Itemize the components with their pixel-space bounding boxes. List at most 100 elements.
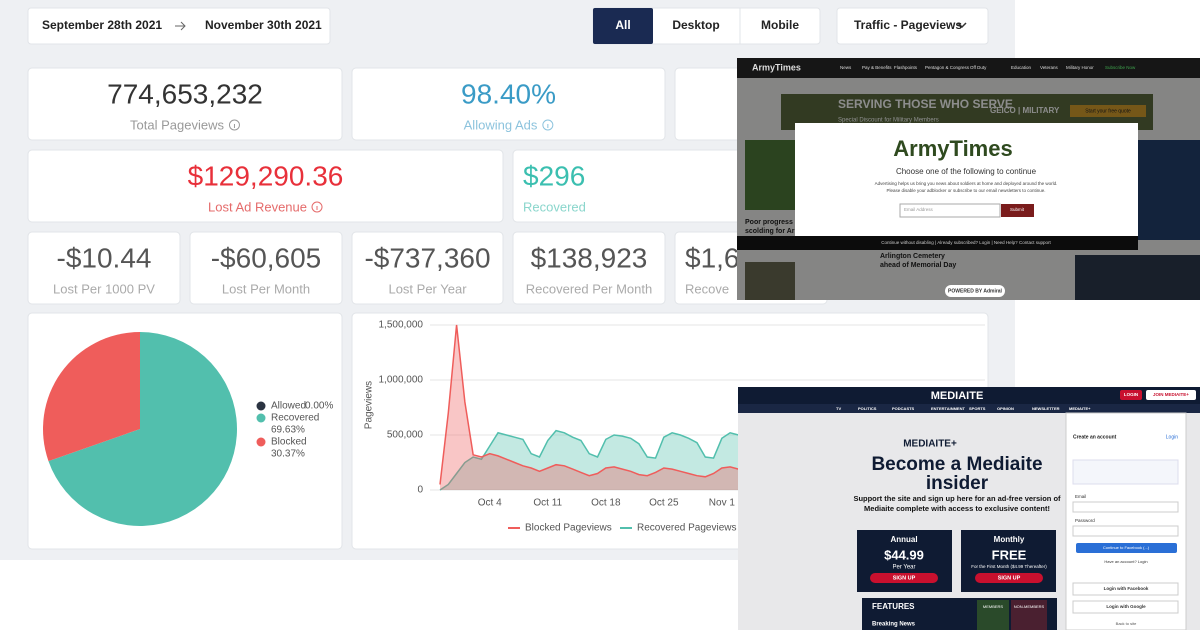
nav-item[interactable]: POLITICS [858,406,877,411]
x-tick-label: Nov 1 [709,498,736,509]
button-label: SIGN UP [893,575,916,581]
series-line [439,324,739,485]
button-label: LOGIN [1124,392,1138,397]
admiral-text: POWERED BY Admiral [948,288,1003,294]
email-input[interactable] [899,203,1001,218]
button-label: SIGN UP [998,575,1021,581]
column-label: NON-MEMBERS [1014,604,1045,609]
button-label: Continue to Facebook (...) [1103,545,1150,550]
pitch: Mediaite complete with access to exclusi… [864,504,1050,513]
headline: insider [926,473,989,494]
filter-button[interactable]: Mobile [761,18,799,32]
plan-price: $44.99 [884,547,924,562]
stat-value: -$10.44 [57,242,152,273]
panel-link[interactable]: Back to site [1116,621,1137,626]
x-tick-label: Oct 11 [533,498,562,509]
headline: ahead of Memorial Day [880,262,956,269]
legend-swatch [256,437,266,447]
info-icon [542,119,554,131]
pie-slice [48,332,237,526]
army-times-screenshot: ArmyTimes News Pay & Benefits Flashpoints Pe… [737,58,1200,300]
headline: Poor progress [745,219,793,226]
metric-dropdown[interactable] [836,7,989,45]
button-label: Login with Facebook [1104,586,1149,591]
column-label: MEMBERS [983,604,1004,609]
signup-button[interactable] [870,573,938,583]
modal-body: Advertising helps us bring you news abou… [875,181,1058,186]
password-field[interactable] [1072,525,1179,537]
nav-item[interactable]: Veterans [1040,65,1059,70]
legend-swatch [256,413,266,423]
nav-item[interactable]: Education [1011,65,1032,70]
ad-cta [1070,105,1146,117]
date-start[interactable]: September 28th 2021 [42,18,162,32]
nav-item[interactable]: Pentagon & Congress [925,65,970,70]
panel-link[interactable]: Login [1166,434,1178,440]
legend-label: Recovered [271,413,319,424]
dropdown-label[interactable]: Traffic - Pageviews [854,18,962,32]
legend-label: Blocked Pageviews [525,523,612,534]
modal-body: Please disable your adblocker or subscri… [886,188,1045,193]
button-label: Submit [1010,207,1025,212]
stat-card [351,67,666,141]
nav-item[interactable]: OPINION [997,406,1014,411]
x-tick-label: Oct 25 [649,498,679,509]
modal-footer-text[interactable]: Continue without disabling | Already sub… [881,240,1051,245]
stat-card [27,231,181,305]
filter-button[interactable]: Desktop [672,18,719,32]
content: Allowed0.00%Recovered69.63%Blocked30.37%… [27,312,989,572]
stat-card [512,231,666,305]
button-label: JOIN MEDIAITE+ [1153,392,1189,397]
button-label: Login with Google [1106,604,1146,609]
nav-item[interactable]: MEDIAITE+ [1069,406,1091,411]
nav-item[interactable]: Pay & Benefits [862,65,892,70]
arrow-icon [175,21,186,31]
nav-item[interactable]: NEWSLETTER [1032,406,1060,411]
site-header [737,58,1200,78]
chevron-icon [957,22,967,29]
legend-value: 0.00% [305,401,333,412]
date-end[interactable]: November 30th 2021 [205,18,322,32]
panel-title: Create an account [1073,434,1117,440]
filter-button[interactable]: All [615,18,630,32]
column-non-members [1011,600,1047,630]
login-button[interactable] [1120,390,1142,400]
stat-card [189,231,343,305]
stat-card [351,231,504,305]
site-header [738,387,1200,404]
ad-cta-text: Start your free quote [1085,108,1131,114]
facebook-button[interactable] [1072,582,1179,596]
filter-active[interactable] [593,8,653,44]
nav-item[interactable]: ENTERTAINMENT [931,406,965,411]
stat-value: -$60,605 [211,242,322,273]
site-logo: MEDIAITE [931,390,984,402]
nav-item[interactable]: Military Honor [1066,65,1094,70]
y-tick-label: 500,000 [387,430,424,441]
signup-button[interactable] [975,573,1043,583]
stat-value: $129,290.36 [188,160,344,191]
x-tick-label: Oct 4 [478,498,502,509]
modal-logo: ArmyTimes [893,136,1012,161]
stat-label: Lost Per Month [222,281,310,296]
join-button[interactable] [1146,390,1196,400]
column-members [977,600,1009,630]
continue-button[interactable] [1076,543,1177,553]
nav-item[interactable]: PODCASTS [892,406,915,411]
submit-button[interactable] [1001,204,1034,217]
series-line [439,429,739,491]
stat-value: 774,653,232 [107,78,263,109]
nav-item[interactable]: Flashpoints [894,65,918,70]
plan-price: FREE [992,547,1027,562]
google-button[interactable] [1072,600,1179,614]
nav-item[interactable]: TV [836,406,841,411]
y-tick-label: 1,000,000 [379,375,424,386]
nav-item[interactable]: Subscribe Now [1105,65,1136,70]
nav-item[interactable]: News [840,65,852,70]
nav-item[interactable]: SPORTS [969,406,986,411]
nav-item[interactable]: Off Duty [970,65,987,70]
admiral-badge [945,285,1005,297]
email-field[interactable] [1072,501,1179,513]
legend-label: Allowed [271,401,306,412]
